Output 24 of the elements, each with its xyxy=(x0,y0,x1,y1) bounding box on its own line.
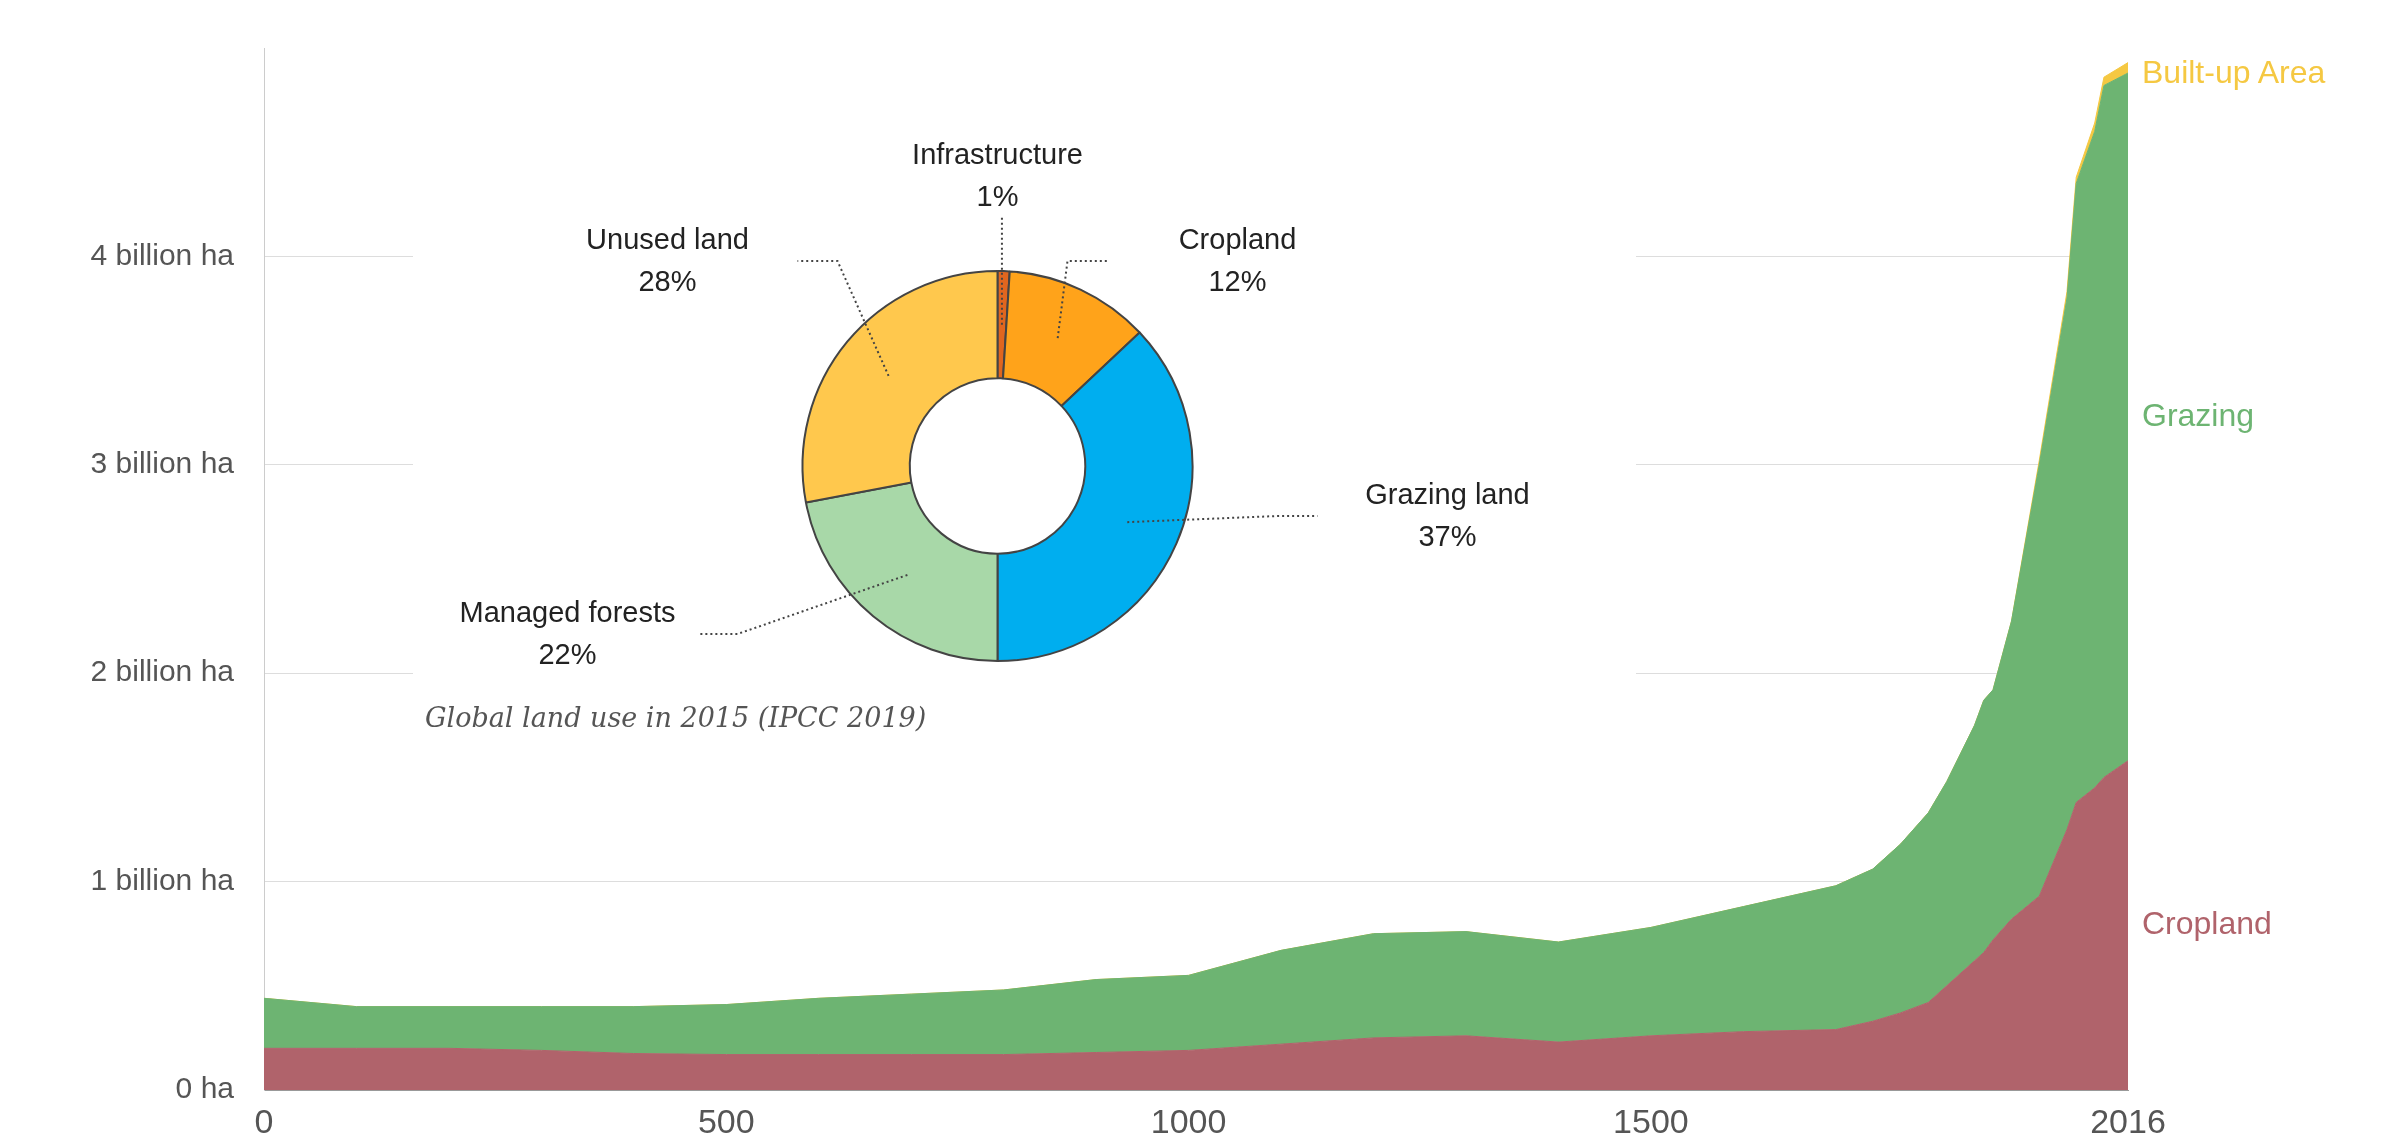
y-tick-label: 2 billion ha xyxy=(90,654,235,688)
x-tick-label: 1500 xyxy=(1613,1101,1689,1140)
slice-label: Managed forests xyxy=(459,596,676,628)
slice-label: Infrastructure xyxy=(912,138,1083,170)
slice-label: Cropland xyxy=(1178,223,1297,255)
x-tick-label: 2016 xyxy=(2090,1101,2166,1140)
annotation: Global land use in 2015 (IPCC 2019) xyxy=(425,702,927,733)
data-label: 1% xyxy=(976,180,1019,212)
y-tick-label: 0 ha xyxy=(175,1071,235,1105)
data-label: 22% xyxy=(538,638,597,670)
series-label: Cropland xyxy=(2142,905,2272,942)
data-label: 37% xyxy=(1418,520,1477,552)
data-label: 12% xyxy=(1208,265,1267,297)
y-tick-label: 4 billion ha xyxy=(90,237,235,271)
y-tick-label: 1 billion ha xyxy=(90,862,235,896)
series-label: Built-up Area xyxy=(2142,54,2326,91)
x-tick-label: 500 xyxy=(697,1101,755,1140)
x-tick-label: 0 xyxy=(254,1101,274,1140)
y-tick-label: 3 billion ha xyxy=(90,446,235,480)
x-tick-label: 1000 xyxy=(1150,1101,1227,1140)
series-label: Grazing xyxy=(2142,396,2255,433)
slice-label: Grazing land xyxy=(1365,478,1530,510)
data-label: 28% xyxy=(638,265,697,297)
slice-label: Unused land xyxy=(586,223,749,255)
